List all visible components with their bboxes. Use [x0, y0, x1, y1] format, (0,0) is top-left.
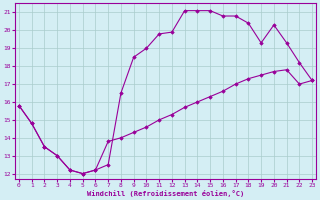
- X-axis label: Windchill (Refroidissement éolien,°C): Windchill (Refroidissement éolien,°C): [87, 190, 244, 197]
